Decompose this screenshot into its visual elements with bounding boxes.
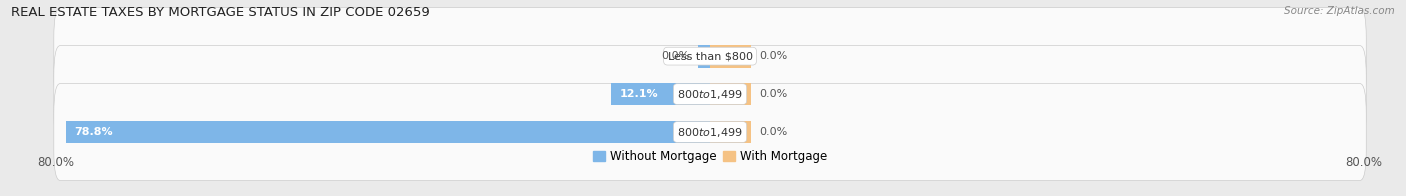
Text: $800 to $1,499: $800 to $1,499 — [678, 125, 742, 139]
Bar — [710, 45, 751, 68]
FancyBboxPatch shape — [53, 83, 1367, 181]
Text: 0.0%: 0.0% — [759, 127, 787, 137]
Text: 0.0%: 0.0% — [759, 51, 787, 61]
Bar — [697, 45, 710, 68]
Text: 0.0%: 0.0% — [759, 89, 787, 99]
Text: Source: ZipAtlas.com: Source: ZipAtlas.com — [1284, 6, 1395, 16]
Bar — [710, 121, 751, 143]
Text: 12.1%: 12.1% — [619, 89, 658, 99]
Legend: Without Mortgage, With Mortgage: Without Mortgage, With Mortgage — [588, 146, 832, 168]
Bar — [710, 83, 751, 105]
FancyBboxPatch shape — [53, 45, 1367, 143]
Text: 0.0%: 0.0% — [661, 51, 689, 61]
Text: $800 to $1,499: $800 to $1,499 — [678, 88, 742, 101]
Text: 78.8%: 78.8% — [75, 127, 112, 137]
Bar — [612, 83, 710, 105]
Text: REAL ESTATE TAXES BY MORTGAGE STATUS IN ZIP CODE 02659: REAL ESTATE TAXES BY MORTGAGE STATUS IN … — [11, 6, 430, 19]
Bar — [66, 121, 710, 143]
Text: Less than $800: Less than $800 — [668, 51, 752, 61]
FancyBboxPatch shape — [53, 8, 1367, 105]
